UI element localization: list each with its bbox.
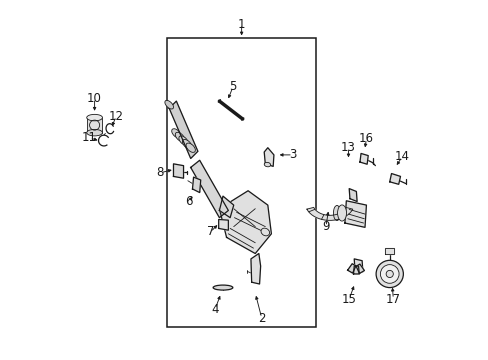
- Text: 6: 6: [185, 195, 192, 208]
- Text: 17: 17: [385, 293, 400, 306]
- Ellipse shape: [164, 100, 173, 109]
- Text: 4: 4: [211, 303, 219, 316]
- Polygon shape: [250, 253, 260, 284]
- Ellipse shape: [185, 143, 195, 152]
- Text: 8: 8: [156, 166, 163, 179]
- Ellipse shape: [171, 129, 181, 138]
- Polygon shape: [385, 248, 393, 253]
- Polygon shape: [344, 201, 366, 227]
- Circle shape: [375, 260, 403, 288]
- Polygon shape: [169, 101, 198, 158]
- Ellipse shape: [179, 136, 188, 145]
- Polygon shape: [192, 177, 201, 193]
- Ellipse shape: [182, 139, 191, 149]
- Polygon shape: [348, 189, 356, 202]
- Polygon shape: [306, 207, 352, 220]
- Polygon shape: [219, 191, 271, 253]
- Text: 13: 13: [340, 141, 355, 154]
- Polygon shape: [347, 264, 355, 273]
- Polygon shape: [359, 153, 367, 164]
- Ellipse shape: [261, 228, 269, 236]
- Text: 5: 5: [229, 80, 236, 93]
- Ellipse shape: [175, 132, 184, 141]
- Polygon shape: [218, 220, 228, 230]
- Polygon shape: [353, 266, 359, 274]
- Circle shape: [386, 270, 392, 278]
- Bar: [167, 39, 316, 327]
- Text: 15: 15: [341, 293, 356, 306]
- Text: 11: 11: [82, 131, 97, 144]
- Polygon shape: [389, 174, 400, 184]
- Polygon shape: [173, 164, 183, 178]
- Ellipse shape: [213, 285, 232, 290]
- Circle shape: [380, 265, 398, 283]
- Text: 16: 16: [358, 132, 373, 145]
- Ellipse shape: [86, 114, 102, 121]
- Ellipse shape: [86, 130, 102, 136]
- Text: 10: 10: [87, 92, 102, 105]
- Text: 7: 7: [206, 225, 214, 238]
- Bar: [86, 118, 102, 133]
- Text: 12: 12: [108, 110, 123, 123]
- Text: 9: 9: [322, 220, 329, 233]
- Polygon shape: [355, 264, 364, 274]
- Text: 3: 3: [288, 148, 296, 161]
- Polygon shape: [353, 259, 362, 272]
- Ellipse shape: [333, 206, 340, 221]
- Polygon shape: [264, 148, 273, 166]
- Ellipse shape: [264, 162, 270, 167]
- Polygon shape: [219, 196, 233, 218]
- Ellipse shape: [337, 205, 346, 221]
- Text: 14: 14: [394, 150, 409, 163]
- Text: 1: 1: [237, 18, 245, 31]
- Text: 2: 2: [258, 311, 265, 325]
- Polygon shape: [190, 160, 228, 218]
